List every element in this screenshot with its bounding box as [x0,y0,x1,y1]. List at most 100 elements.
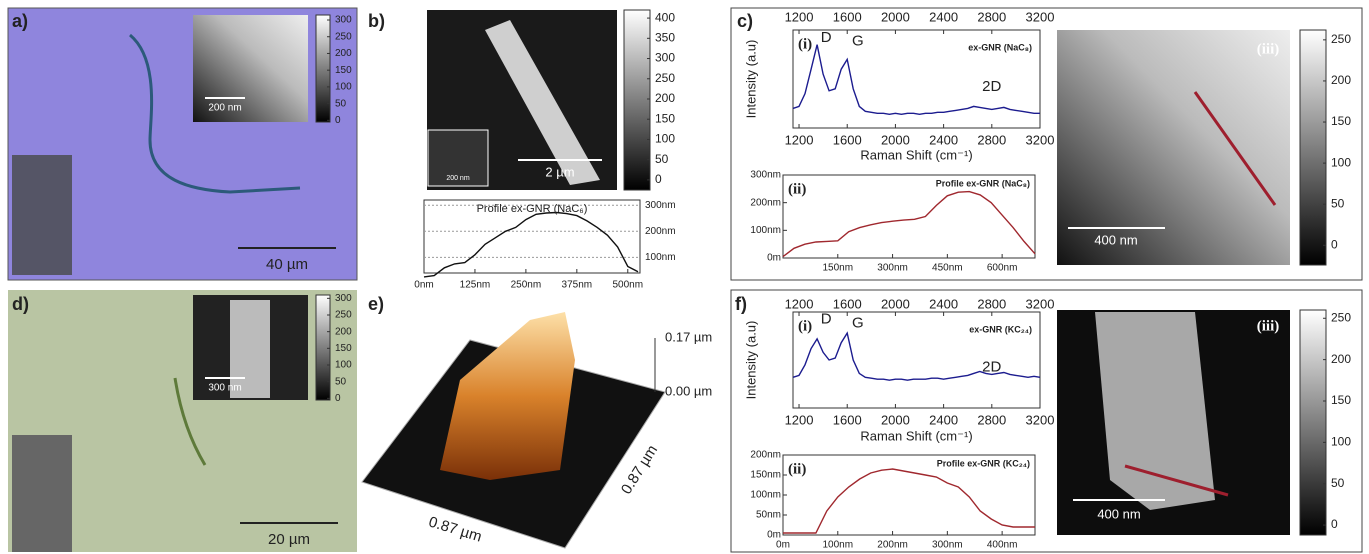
x-tick-label: 3200 [1026,296,1055,311]
colorbar-tick-label: 350 [655,30,675,44]
x-tick-label: 2000 [881,296,910,311]
afm-image [1057,30,1290,265]
chart-title: ex-GNR (KC₂₄) [969,324,1032,334]
colorbar-tick-label: 100 [1331,435,1351,449]
colorbar-tick-label: 50 [655,152,669,166]
colorbar-tick-label: 150 [1331,393,1351,407]
colorbar-tick-label: 150 [1331,114,1351,128]
peak-label: D [821,29,832,46]
y-axis-label: Intensity (a.u) [743,321,758,400]
y-tick-label: 300nm [750,170,781,181]
x-tick-label: 150nm [822,263,853,274]
colorbar-tick-label: 200 [335,48,352,59]
colorbar [1300,310,1326,535]
colorbar [316,295,330,400]
peak-label: 2D [982,78,1001,95]
x-tick-label: 300nm [932,540,963,551]
y-tick-label: 150nm [750,470,781,481]
y-tick-label: 200nm [645,226,676,237]
x-tick-label: 1200 [785,296,814,311]
data-line [424,213,638,277]
colorbar-tick-label: 0 [1331,517,1338,531]
x-tick-label: 2400 [929,296,958,311]
data-line [783,192,1035,257]
surface-ridge [440,312,575,480]
x-tick-label: 1600 [833,9,862,24]
panel-label: f) [735,294,747,314]
figure: a) b) c) d) e) f) 40 µm 200 nm 2 µm 200 … [0,0,1369,554]
x-tick-label: 375nm [562,280,593,291]
x-tick-label: 2000 [881,412,910,427]
x-tick-label: 2400 [929,9,958,24]
x-axis-label: Raman Shift (cm⁻¹) [860,147,972,162]
colorbar-tick-label: 250 [1331,32,1351,46]
x-tick-label: 500nm [612,280,643,291]
colorbar-tick-label: 400 [655,10,675,24]
panel-label: c) [737,11,753,31]
vial-photo [12,435,72,552]
x-tick-label: 250nm [511,280,542,291]
colorbar-tick-label: 150 [655,111,675,125]
colorbar-tick-label: 100 [1331,155,1351,169]
panel-sublabel: (iii) [1257,41,1280,57]
y-tick-label: 200nm [750,450,781,461]
data-line [783,469,1035,533]
panel-sublabel: (iii) [1257,318,1280,334]
colorbar-tick-label: 200 [655,91,675,105]
x-tick-label: 2400 [929,412,958,427]
x-tick-label: 1600 [833,132,862,147]
y-tick-label: 100nm [645,252,676,263]
colorbar-tick-label: 150 [335,65,352,76]
colorbar-tick-label: 100 [335,360,352,371]
x-tick-label: 100nm [822,540,853,551]
x-tick-label: 2800 [977,9,1006,24]
y-tick-label: 300nm [645,200,676,211]
x-tick-label: 300nm [877,263,908,274]
x-tick-label: 3200 [1026,412,1055,427]
colorbar-tick-label: 50 [335,98,347,109]
data-line [793,333,1040,380]
x-tick-label: 2000 [881,132,910,147]
colorbar-tick-label: 250 [335,31,352,42]
y-tick-label: 100nm [750,490,781,501]
colorbar-tick-label: 150 [335,343,352,354]
x-tick-label: 2000 [881,9,910,24]
peak-label: D [821,311,832,328]
x-axis-label: Raman Shift (cm⁻¹) [860,428,972,443]
colorbar [316,15,330,122]
colorbar-tick-label: 100 [655,132,675,146]
chart-title: Profile ex-GNR (NaC₈) [936,178,1030,188]
x-tick-label: 0nm [414,280,433,291]
peak-label: G [852,33,864,50]
scale-bar-label: 400 nm [1097,506,1140,521]
chart-title: Profile ex-GNR (NaC₆) [477,203,588,215]
scale-bar-label: 40 µm [266,256,308,273]
colorbar-tick-label: 0 [655,172,662,186]
panel-sublabel: (ii) [788,461,806,477]
scale-bar-label: 200 nm [446,175,470,182]
scale-bar-label: 2 µm [545,164,574,179]
colorbar-tick-label: 50 [1331,196,1345,210]
colorbar-tick-label: 0 [335,115,341,126]
x-tick-label: 1200 [785,412,814,427]
x-tick-label: 2800 [977,296,1006,311]
panel-sublabel: (ii) [788,181,806,197]
colorbar-tick-label: 300 [335,293,352,304]
scale-bar-label: 20 µm [268,531,310,548]
y-tick-label: 0m [767,253,781,264]
data-line [793,45,1040,115]
y-tick-label: 0m [767,530,781,541]
x-tick-label: 3200 [1026,9,1055,24]
z-tick-label: 0.17 µm [665,329,712,344]
x-tick-label: 1200 [785,9,814,24]
x-tick-label: 2400 [929,132,958,147]
x-tick-label: 1600 [833,296,862,311]
vial-photo [12,155,72,275]
peak-label: 2D [982,359,1001,376]
y-tick-label: 200nm [750,197,781,208]
peak-label: G [852,314,864,331]
x-tick-label: 2800 [977,412,1006,427]
colorbar-tick-label: 50 [1331,476,1345,490]
panel-label: d) [12,294,29,314]
x-tick-label: 3200 [1026,132,1055,147]
